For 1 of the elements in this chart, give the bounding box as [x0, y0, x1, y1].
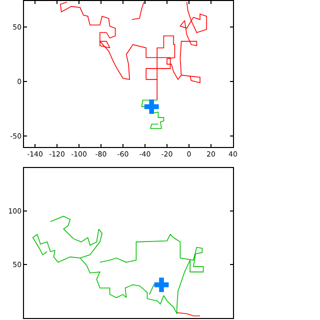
line-series	[141, 100, 164, 129]
